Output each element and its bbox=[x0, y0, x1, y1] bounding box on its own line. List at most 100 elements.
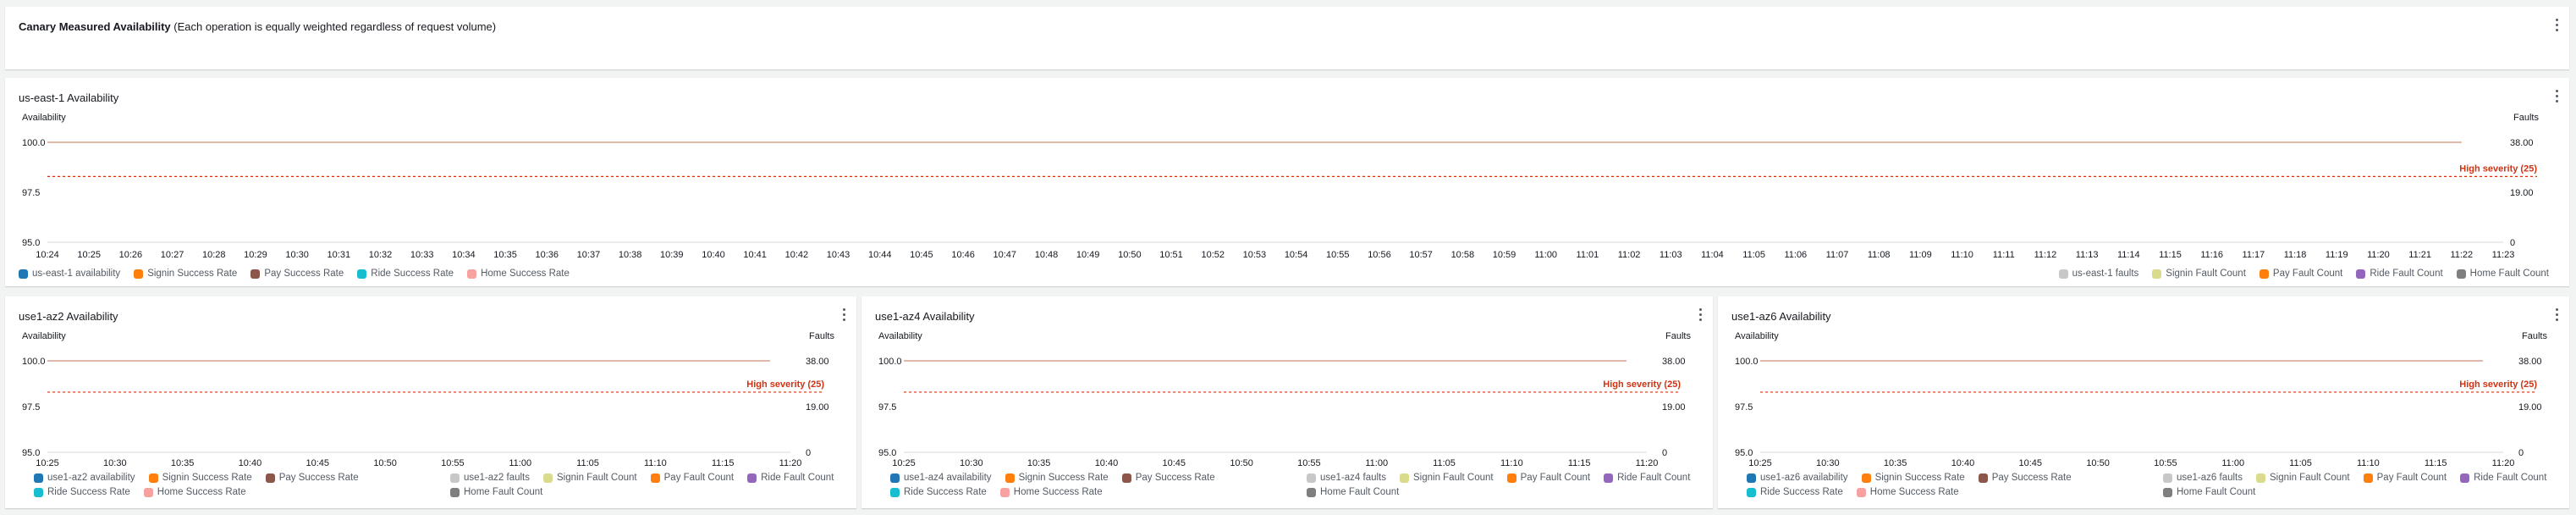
legend-left: use1-az6 availability Signin Success Rate… bbox=[1747, 473, 2144, 497]
legend-item[interactable]: Pay Fault Count bbox=[2259, 269, 2342, 279]
legend-swatch bbox=[890, 473, 900, 483]
widget-menu-icon[interactable] bbox=[2551, 86, 2562, 105]
legend-item[interactable]: Ride Success Rate bbox=[357, 269, 454, 279]
y-tick-label: 95.0 bbox=[1735, 448, 1753, 458]
legend-swatch bbox=[1005, 473, 1015, 483]
x-tick-label: 11:05 bbox=[576, 458, 599, 468]
legend-item[interactable]: Signin Success Rate bbox=[1005, 473, 1109, 483]
legend-item[interactable]: use1-az2 availability bbox=[34, 473, 135, 483]
legend-item[interactable]: Ride Success Rate bbox=[890, 487, 987, 497]
legend-item[interactable]: Home Fault Count bbox=[1307, 487, 1399, 497]
legend-item[interactable]: Ride Fault Count bbox=[1604, 473, 1690, 483]
x-tick-label: 10:41 bbox=[743, 250, 767, 260]
x-tick-label: 11:17 bbox=[2243, 250, 2265, 260]
threshold-label: High severity (25) bbox=[1603, 379, 1681, 390]
y2-tick-label: 0 bbox=[806, 448, 811, 458]
legend-swatch bbox=[1978, 473, 1988, 483]
x-tick-label: 11:20 bbox=[1636, 458, 1659, 468]
legend-swatch bbox=[2163, 473, 2172, 483]
legend-item[interactable]: use1-az4 faults bbox=[1307, 473, 1386, 483]
legend-swatch bbox=[747, 473, 757, 483]
x-tick-label: 10:55 bbox=[1326, 250, 1350, 260]
legend-item[interactable]: us-east-1 faults bbox=[2058, 269, 2138, 279]
legend-item[interactable]: Pay Fault Count bbox=[650, 473, 734, 483]
widget-menu-icon[interactable] bbox=[2551, 15, 2562, 34]
widget-title: use1-az4 Availability bbox=[875, 310, 975, 323]
region-availability-widget: us-east-1 Availability Availability Fault… bbox=[5, 78, 2569, 286]
legend-item[interactable]: Signin Fault Count bbox=[1400, 473, 1494, 483]
legend-item[interactable]: Signin Success Rate bbox=[148, 473, 252, 483]
legend-item[interactable]: Signin Fault Count bbox=[2152, 269, 2246, 279]
x-tick-label: 10:50 bbox=[2086, 458, 2110, 468]
legend-left: use1-az4 availability Signin Success Rate… bbox=[890, 473, 1288, 497]
widget-menu-icon[interactable] bbox=[1694, 305, 1706, 324]
legend-item[interactable]: Home Fault Count bbox=[2163, 487, 2255, 497]
legend-item[interactable]: Ride Fault Count bbox=[2460, 473, 2546, 483]
legend-item[interactable]: Signin Fault Count bbox=[2256, 473, 2350, 483]
legend-swatch bbox=[1506, 473, 1516, 483]
widget-title-note: (Each operation is equally weighted rega… bbox=[173, 20, 497, 33]
legend-item[interactable]: use1-az6 faults bbox=[2163, 473, 2243, 483]
availability-chart: Availability Faults 100.0 97.5 95.0 38.00 19.0… bbox=[1735, 331, 2547, 468]
legend-label: use1-az6 availability bbox=[1760, 473, 1848, 483]
x-tick-label: 11:00 bbox=[1534, 250, 1557, 260]
legend-item[interactable]: Ride Fault Count bbox=[2356, 269, 2443, 279]
y-tick-label: 95.0 bbox=[22, 238, 40, 248]
y-tick-label: 100.0 bbox=[878, 357, 902, 367]
availability-chart: Availability Faults 100.0 97.5 95.0 38.00 19.0… bbox=[22, 113, 2539, 260]
y-tick-label: 97.5 bbox=[22, 402, 40, 413]
legend-item[interactable]: Pay Success Rate bbox=[1121, 473, 1215, 483]
legend-label: Home Fault Count bbox=[2177, 487, 2256, 497]
legend-item[interactable]: Home Success Rate bbox=[999, 487, 1103, 497]
left-axis-title: Availability bbox=[1735, 331, 1779, 341]
legend-item[interactable]: Home Success Rate bbox=[143, 487, 246, 497]
legend-item[interactable]: Signin Fault Count bbox=[543, 473, 637, 483]
x-tick-label: 11:00 bbox=[1365, 458, 1388, 468]
legend-item[interactable]: Home Fault Count bbox=[450, 487, 542, 497]
widget-menu-icon[interactable] bbox=[2551, 305, 2562, 324]
legend-item[interactable]: use1-az4 availability bbox=[890, 473, 992, 483]
legend-swatch bbox=[2163, 487, 2172, 497]
legend-label: Signin Fault Count bbox=[1413, 473, 1494, 483]
y-tick-label: 97.5 bbox=[1735, 402, 1753, 413]
x-tick-label: 11:10 bbox=[1500, 458, 1523, 468]
x-tick-label: 10:40 bbox=[702, 250, 725, 260]
legend-item[interactable]: Ride Success Rate bbox=[1747, 487, 1843, 497]
x-tick-label: 10:58 bbox=[1451, 250, 1475, 260]
legend-swatch bbox=[1856, 487, 1866, 497]
x-tick-label: 11:00 bbox=[2221, 458, 2244, 468]
legend-item[interactable]: use1-az6 availability bbox=[1747, 473, 1848, 483]
x-tick-label: 10:54 bbox=[1285, 250, 1308, 260]
legend-item[interactable]: Signin Success Rate bbox=[134, 269, 237, 279]
y2-tick-label: 38.00 bbox=[806, 357, 829, 367]
legend-item[interactable]: use1-az2 faults bbox=[450, 473, 530, 483]
legend-swatch bbox=[2456, 269, 2466, 279]
x-tick-label: 10:35 bbox=[171, 458, 195, 468]
legend-item[interactable]: Pay Success Rate bbox=[265, 473, 359, 483]
legend-label: Pay Success Rate bbox=[1135, 473, 1215, 483]
legend-swatch bbox=[143, 487, 153, 497]
legend-item[interactable]: Pay Success Rate bbox=[1978, 473, 2072, 483]
legend-right: use1-az6 faults Signin Fault Count Pay Fau… bbox=[2163, 473, 2561, 497]
legend-item[interactable]: Home Fault Count bbox=[2456, 269, 2549, 279]
legend-item[interactable]: Pay Fault Count bbox=[1506, 473, 1590, 483]
x-tick-label: 11:00 bbox=[509, 458, 531, 468]
legend-item[interactable]: Home Success Rate bbox=[1856, 487, 1959, 497]
legend-item[interactable]: Home Success Rate bbox=[467, 269, 570, 279]
x-tick-label: 10:50 bbox=[1118, 250, 1142, 260]
widget-menu-icon[interactable] bbox=[838, 305, 850, 324]
x-tick-label: 11:12 bbox=[2034, 250, 2057, 260]
legend-item[interactable]: Ride Fault Count bbox=[747, 473, 834, 483]
x-tick-label: 10:32 bbox=[369, 250, 393, 260]
legend-label: Home Fault Count bbox=[464, 487, 543, 497]
legend-label: us-east-1 availability bbox=[32, 269, 121, 279]
legend-item[interactable]: Pay Fault Count bbox=[2363, 473, 2447, 483]
legend-label: Ride Fault Count bbox=[1617, 473, 1691, 483]
x-tick-label: 11:11 bbox=[1993, 250, 2015, 260]
x-tick-label: 10:46 bbox=[951, 250, 975, 260]
legend-item[interactable]: Pay Success Rate bbox=[250, 269, 344, 279]
legend-item[interactable]: us-east-1 availability bbox=[19, 269, 120, 279]
legend-item[interactable]: Signin Success Rate bbox=[1861, 473, 1965, 483]
y2-tick-label: 38.00 bbox=[2510, 138, 2534, 148]
legend-item[interactable]: Ride Success Rate bbox=[34, 487, 130, 497]
